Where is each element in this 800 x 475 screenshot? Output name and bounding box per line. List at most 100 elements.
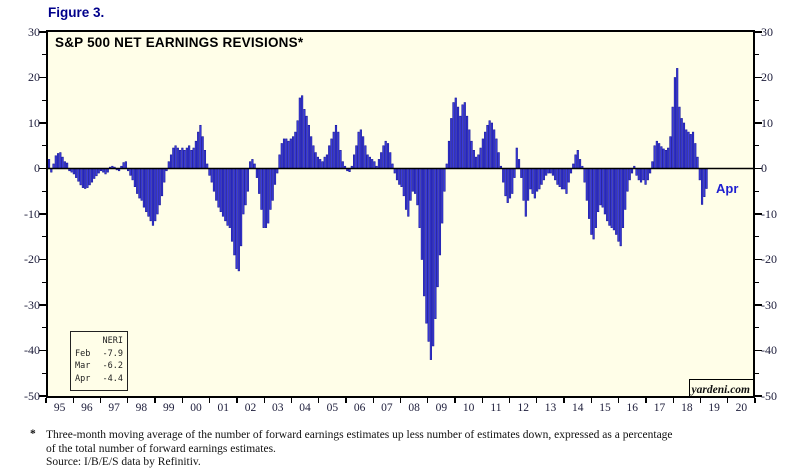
bar-month: [542, 168, 545, 181]
bar-month: [669, 136, 672, 169]
y-tick: [42, 145, 46, 147]
bar-month: [515, 147, 518, 169]
bar-month: [235, 168, 238, 269]
bar-month: [88, 168, 91, 186]
bar-month: [626, 168, 629, 192]
y-tick-label: -30: [24, 297, 40, 312]
x-year-label: 02: [244, 402, 257, 414]
bar-month: [502, 168, 505, 183]
x-year-label: 09: [435, 402, 448, 414]
y-tick: [39, 122, 46, 124]
y-tick: [755, 122, 762, 124]
bar-month: [319, 159, 322, 169]
bar-month: [246, 168, 249, 192]
x-tick: [645, 398, 647, 403]
legend-row-value: -4.4: [102, 373, 123, 384]
bar-month: [199, 124, 202, 169]
bar-month: [305, 115, 308, 169]
bar-month: [545, 168, 548, 176]
bar-month: [138, 168, 141, 199]
bar-month: [436, 168, 439, 288]
bar-month: [203, 150, 207, 169]
bar-month: [398, 168, 401, 185]
footnote-line: Three-month moving average of the number…: [46, 429, 673, 441]
bar-month: [603, 168, 606, 215]
bar-month: [194, 140, 197, 169]
bar-month: [691, 131, 695, 169]
bar-month: [341, 161, 344, 169]
bar-month: [93, 168, 96, 179]
x-tick: [399, 398, 402, 403]
legend-row-value: -6.2: [102, 361, 123, 371]
bar-month: [384, 140, 387, 169]
bar-month: [434, 168, 437, 319]
last-month-annotation: Apr: [716, 181, 739, 196]
bar-month: [149, 168, 152, 222]
bar-month: [520, 168, 523, 178]
x-tick: [99, 398, 102, 403]
x-year-label: 05: [326, 402, 339, 414]
bar-month: [465, 115, 469, 169]
bar-month: [673, 77, 677, 169]
y-tick-label: -10: [761, 206, 777, 221]
bar-month: [364, 145, 367, 169]
bar-month: [237, 168, 240, 272]
bar-month: [667, 147, 670, 169]
bar-month: [321, 161, 324, 169]
bar-month: [129, 168, 132, 176]
bar-month: [678, 106, 681, 169]
bar-month: [215, 168, 218, 201]
bar-month: [224, 168, 227, 222]
bar-month: [703, 168, 706, 198]
x-tick: [127, 398, 129, 403]
bar-month: [151, 168, 155, 226]
x-tick: [345, 398, 347, 403]
bar-month: [621, 168, 625, 228]
y-tick: [755, 304, 762, 306]
bar-month: [334, 124, 338, 169]
x-tick: [699, 398, 702, 403]
x-tick: [536, 398, 538, 403]
bar-month: [585, 168, 588, 201]
bar-month: [646, 168, 649, 181]
bars-chart: [48, 68, 753, 360]
y-tick: [42, 281, 46, 283]
x-tick: [318, 398, 320, 403]
bar-month: [323, 156, 326, 169]
x-year-label: 99: [162, 402, 175, 414]
bar-month: [563, 168, 566, 190]
bar-month: [432, 168, 435, 347]
bar-month: [63, 161, 66, 169]
y-tick-label: -10: [24, 206, 40, 221]
bar-month: [291, 136, 295, 169]
bar-month: [456, 106, 460, 169]
x-year-label: 08: [408, 402, 420, 414]
y-tick-label: 10: [28, 115, 40, 130]
bar-month: [54, 155, 57, 169]
bar-month: [212, 168, 216, 192]
bar-month: [497, 152, 500, 169]
bar-month: [617, 168, 620, 242]
y-tick: [755, 99, 759, 101]
bar-month: [407, 168, 410, 217]
bar-month: [418, 168, 421, 228]
bar-month: [251, 159, 254, 169]
y-tick: [39, 395, 46, 397]
bar-month: [495, 138, 498, 169]
bar-month: [653, 145, 656, 169]
bar-month: [411, 168, 414, 192]
bar-month: [312, 145, 315, 169]
bar-month: [307, 124, 310, 169]
bar-month: [136, 168, 139, 194]
bar-month: [147, 168, 150, 217]
bar-month: [590, 168, 593, 235]
bar-month: [179, 150, 182, 169]
bar-month: [255, 168, 258, 178]
legend-row: Mar -6.2: [75, 360, 123, 373]
bar-month: [508, 168, 512, 199]
x-tick: [263, 398, 265, 403]
bar-month: [522, 168, 525, 201]
bar-month: [95, 168, 98, 177]
bar-month: [124, 161, 127, 169]
y-tick: [755, 236, 759, 238]
